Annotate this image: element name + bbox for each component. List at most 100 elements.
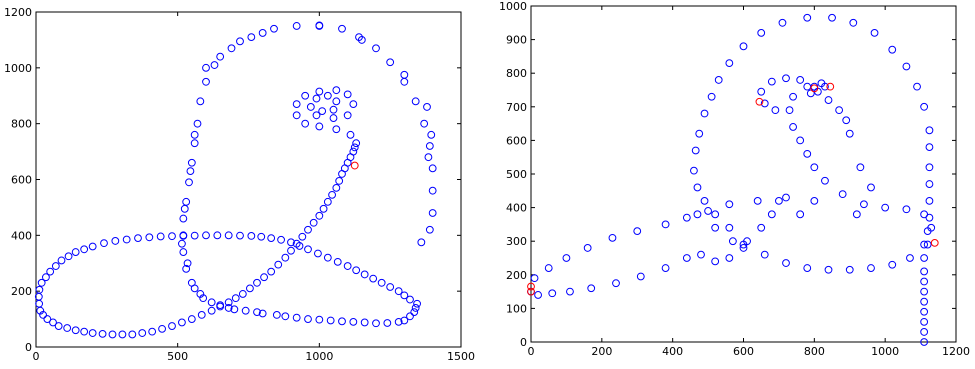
data-point	[534, 291, 542, 299]
data-point	[118, 330, 127, 339]
data-point	[304, 225, 312, 234]
data-point	[156, 232, 165, 241]
data-point	[315, 211, 324, 220]
data-point	[111, 237, 120, 245]
data-point	[42, 273, 50, 282]
data-point	[343, 262, 352, 270]
data-point	[739, 42, 748, 51]
data-point	[782, 193, 790, 202]
right-scatter-plot: 0 200 400 600 800 1000 1200 0 100 200 300 400 500 600…	[499, 0, 970, 358]
data-point	[888, 45, 897, 54]
data-point	[728, 237, 737, 246]
highlight-point	[930, 238, 939, 247]
data-point	[394, 317, 403, 326]
data-point	[757, 223, 766, 232]
data-point	[704, 207, 712, 215]
data-point	[71, 248, 80, 256]
data-point	[782, 259, 790, 267]
data-point	[281, 312, 290, 321]
data-point	[267, 267, 276, 276]
data-point	[711, 210, 720, 219]
data-point	[329, 105, 338, 114]
y-tick-label: 500	[506, 168, 527, 181]
data-point	[377, 278, 386, 287]
data-point	[190, 231, 199, 240]
series-trajectory	[527, 13, 936, 346]
data-point	[860, 200, 868, 209]
y-tick-label: 700	[506, 101, 527, 114]
data-point	[187, 315, 196, 323]
data-point	[179, 248, 188, 256]
data-point	[400, 316, 409, 325]
x-tick-label: 1500	[447, 350, 475, 363]
data-point	[925, 126, 934, 135]
data-point	[54, 322, 63, 330]
data-point	[360, 318, 369, 327]
data-point	[888, 260, 897, 269]
data-point	[145, 233, 154, 242]
data-point	[775, 196, 783, 205]
series-highlight	[350, 161, 359, 170]
data-point	[682, 254, 691, 262]
data-point	[693, 210, 702, 219]
data-point	[183, 259, 192, 268]
data-point	[35, 299, 44, 308]
data-point	[301, 91, 310, 100]
data-point	[292, 100, 301, 109]
data-point	[39, 310, 47, 319]
data-point	[785, 106, 794, 115]
data-point	[425, 225, 434, 234]
data-point	[80, 327, 89, 336]
data-point	[711, 223, 720, 232]
data-point	[695, 129, 704, 138]
highlight-point	[826, 82, 835, 91]
data-point	[782, 74, 790, 83]
data-point	[587, 284, 596, 293]
data-point	[925, 196, 934, 205]
data-point	[287, 238, 295, 247]
data-point	[349, 317, 358, 326]
data-point	[920, 240, 929, 249]
data-point	[187, 158, 196, 167]
data-point	[332, 86, 341, 95]
data-point	[202, 77, 210, 86]
data-point	[789, 123, 797, 131]
data-point	[803, 13, 812, 22]
left-scatter-plot: 0 500 1000 1500 0 200 400 600 800 1000 1200	[4, 6, 475, 363]
data-point	[881, 203, 890, 212]
data-point	[920, 102, 929, 111]
data-point	[400, 70, 409, 79]
data-point	[682, 213, 691, 222]
x-tick-label: 0	[528, 345, 535, 358]
data-point	[411, 304, 420, 312]
axes-box	[530, 5, 957, 343]
data-point	[98, 329, 107, 338]
data-point	[920, 297, 929, 306]
data-point	[350, 143, 359, 152]
data-point	[406, 295, 414, 304]
data-point	[258, 309, 267, 318]
data-point	[258, 29, 267, 37]
data-point	[199, 294, 208, 303]
y-tick-label: 0	[25, 341, 32, 354]
data-point	[711, 257, 720, 266]
data-point	[925, 180, 934, 188]
data-point	[312, 111, 321, 120]
data-point	[845, 265, 854, 274]
data-point	[400, 77, 409, 86]
data-point	[369, 274, 378, 283]
data-point	[925, 143, 934, 152]
y-tick-label: 900	[506, 34, 527, 47]
data-point	[352, 139, 361, 148]
highlight-point	[527, 282, 535, 291]
data-point	[760, 250, 769, 259]
data-point	[633, 227, 642, 236]
data-point	[530, 274, 539, 283]
data-point	[185, 178, 193, 187]
data-point	[323, 197, 332, 206]
data-point	[338, 317, 346, 326]
data-point	[224, 304, 233, 312]
series-trajectory	[34, 21, 437, 339]
data-point	[236, 231, 244, 240]
